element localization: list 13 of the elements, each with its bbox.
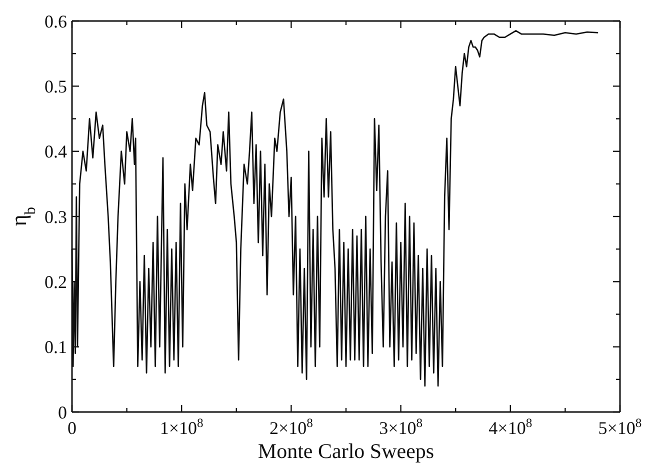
x-tick-label: 3×10$^{8}$	[379, 416, 423, 438]
x-axis-title: Monte Carlo Sweeps	[258, 439, 434, 463]
y-tick-label: 0.3	[44, 206, 67, 227]
x-tick-label: 4×10$^{8}$	[488, 416, 532, 438]
y-tick-label: 0.6	[44, 11, 67, 32]
y-tick-label: 0.2	[44, 272, 67, 292]
y-tick-label: 0.4	[44, 142, 67, 162]
x-tick-label: 5×10$^{8}$	[598, 416, 642, 438]
y-tick-label: 0	[58, 402, 67, 422]
y-tick-label: 0.5	[44, 76, 67, 96]
x-tick-label: 2×10$^{8}$	[269, 416, 313, 438]
x-tick-label: 1×10$^{8}$	[160, 416, 204, 438]
y-tick-label: 0.1	[44, 337, 67, 358]
